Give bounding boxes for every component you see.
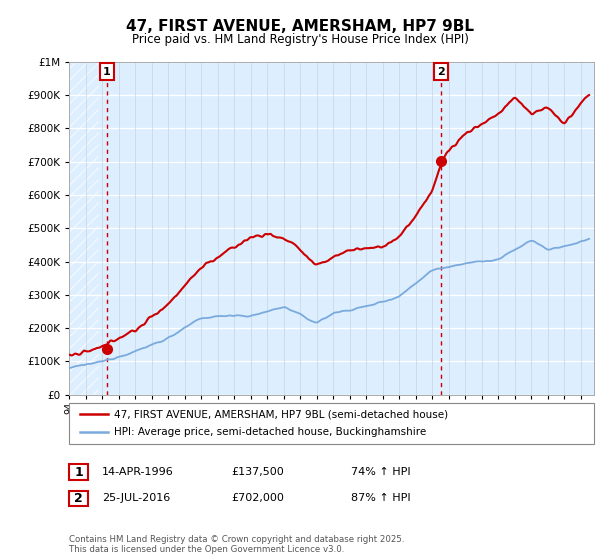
Text: 87% ↑ HPI: 87% ↑ HPI	[351, 493, 410, 503]
Text: 1: 1	[74, 465, 83, 479]
Text: 74% ↑ HPI: 74% ↑ HPI	[351, 467, 410, 477]
Text: 1: 1	[103, 67, 110, 77]
Text: 2: 2	[74, 492, 83, 505]
Text: Price paid vs. HM Land Registry's House Price Index (HPI): Price paid vs. HM Land Registry's House …	[131, 32, 469, 46]
Text: HPI: Average price, semi-detached house, Buckinghamshire: HPI: Average price, semi-detached house,…	[114, 427, 426, 437]
Text: 2: 2	[437, 67, 445, 77]
Text: Contains HM Land Registry data © Crown copyright and database right 2025.
This d: Contains HM Land Registry data © Crown c…	[69, 535, 404, 554]
Text: £137,500: £137,500	[231, 467, 284, 477]
Text: 14-APR-1996: 14-APR-1996	[102, 467, 174, 477]
Text: £702,000: £702,000	[231, 493, 284, 503]
Text: 47, FIRST AVENUE, AMERSHAM, HP7 9BL: 47, FIRST AVENUE, AMERSHAM, HP7 9BL	[126, 20, 474, 34]
Text: 47, FIRST AVENUE, AMERSHAM, HP7 9BL (semi-detached house): 47, FIRST AVENUE, AMERSHAM, HP7 9BL (sem…	[114, 409, 448, 419]
Text: 25-JUL-2016: 25-JUL-2016	[102, 493, 170, 503]
